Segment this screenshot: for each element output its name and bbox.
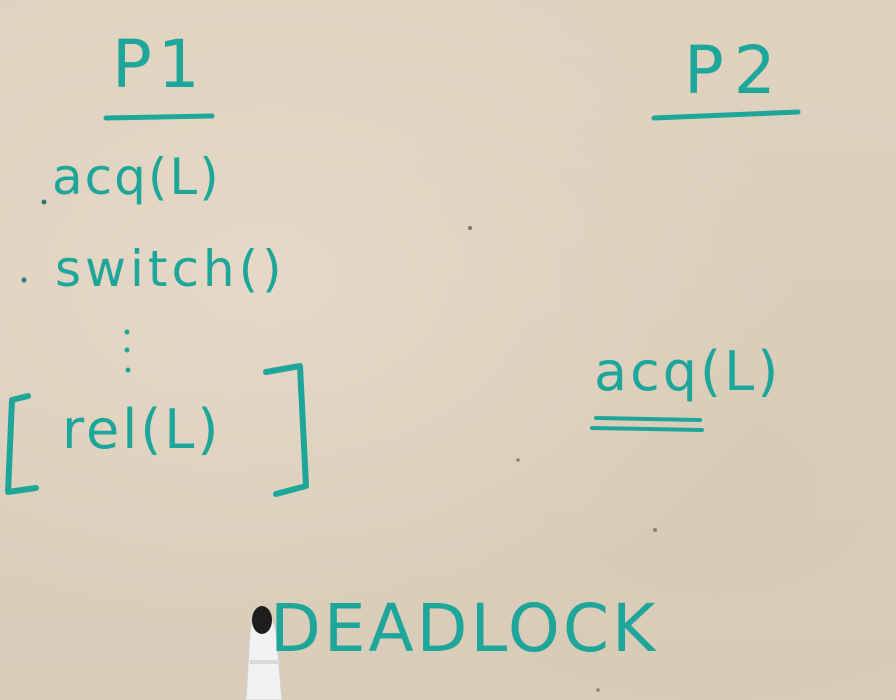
ellipsis-dot [124,329,130,335]
p2-underline [651,109,801,121]
p2-acquire-lock: acq(L) [594,340,782,403]
process-2-label: P2 [684,32,786,109]
right-bracket [263,363,309,497]
acq-underline-1 [594,416,702,422]
marker-pen-icon [245,606,283,700]
p1-release-lock: rel(L) [62,398,222,461]
process-1-label: P1 [112,26,206,103]
deadlock-caption: DEADLOCK [270,590,659,667]
bullet-dot [21,277,27,283]
left-bracket [5,393,39,495]
p1-acquire-lock: acq(L) [52,148,221,206]
p1-context-switch: switch() [55,240,286,298]
ellipsis-dot [125,367,131,373]
acq-underline-2 [590,426,704,432]
p1-underline [103,113,215,121]
bullet-dot [41,199,47,205]
ellipsis-dot [124,347,130,353]
